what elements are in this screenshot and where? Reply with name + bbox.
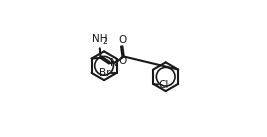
Text: O: O bbox=[118, 56, 126, 66]
Text: N: N bbox=[111, 58, 118, 68]
Text: NH: NH bbox=[92, 34, 108, 44]
Text: Cl: Cl bbox=[159, 80, 169, 90]
Text: Br: Br bbox=[99, 68, 111, 78]
Text: O: O bbox=[118, 35, 127, 45]
Text: 2: 2 bbox=[102, 37, 107, 46]
